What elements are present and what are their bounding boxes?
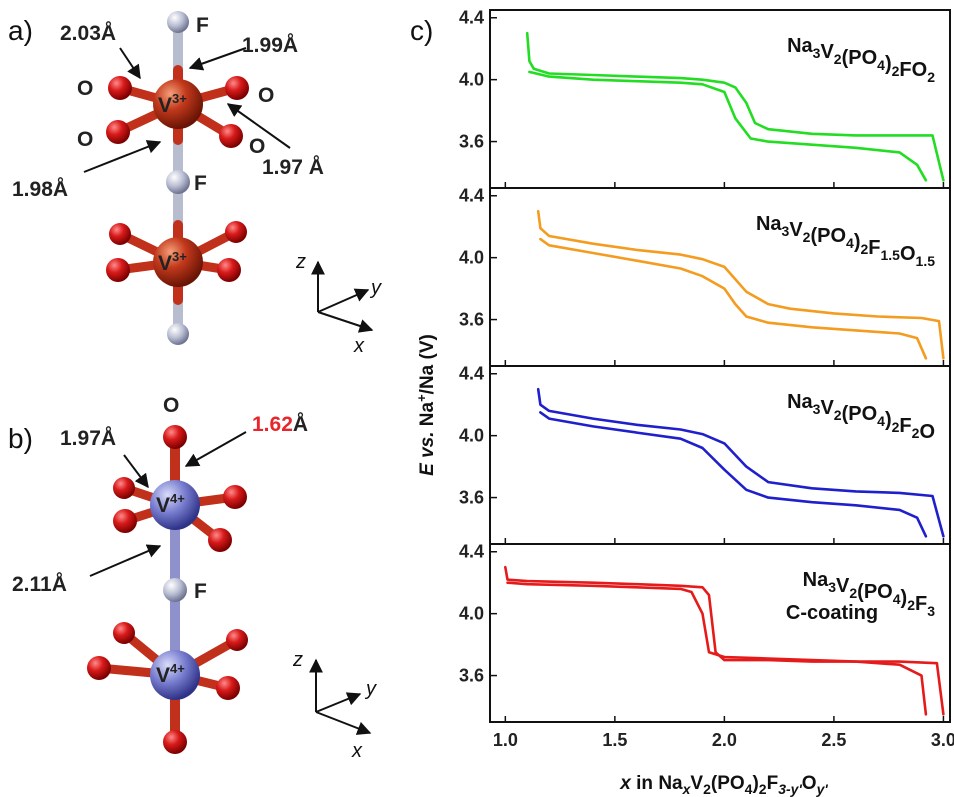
- panel-title: Na3V2(PO4)2FO2: [787, 35, 935, 85]
- y-tick-label: 4.0: [459, 426, 484, 446]
- oxygen-atom-top-b: [163, 425, 187, 449]
- coordinate-axes-b: [316, 660, 370, 733]
- oxygen-atom-b-5: [113, 622, 135, 644]
- panel-c: c) E vs. Na+/Na (V) x in NaxV2(PO4)2F3-y…: [410, 8, 954, 797]
- y-tick-label: 4.4: [459, 186, 484, 206]
- fluorine-atom-middle-b: [163, 578, 187, 602]
- y-tick-label: 4.0: [459, 604, 484, 624]
- y-tick-label: 4.0: [459, 248, 484, 268]
- atom-label-f-middle: F: [194, 172, 207, 195]
- x-tick-label: 2.5: [821, 730, 846, 750]
- coordinate-axes-a: [318, 262, 372, 330]
- oxygen-atom-b-8: [216, 676, 240, 700]
- atom-label-o-top-b: O: [163, 394, 179, 417]
- panel-c-label: c): [410, 15, 433, 46]
- x-tick-label: 1.0: [493, 730, 518, 750]
- series-line-2: [540, 412, 926, 536]
- fluorine-atom-bottom: [167, 323, 189, 345]
- axis-x-label-b: x: [351, 740, 363, 762]
- y-tick-label: 4.4: [459, 364, 484, 384]
- atom-label-f-top: F: [196, 14, 209, 37]
- bond-length-v-f-bottom: 1.98Å: [12, 177, 68, 201]
- bond-length-v-f-top: 1.99Å: [242, 33, 298, 57]
- y-tick-label: 4.4: [459, 542, 484, 562]
- panel-frame: [490, 544, 950, 722]
- oxygen-atom-lower-3: [225, 221, 247, 243]
- oxygen-atom-b-6: [87, 656, 111, 680]
- oxygen-atom-b-4: [208, 528, 232, 552]
- y-tick-label: 3.6: [459, 666, 484, 686]
- oxygen-atom-b-1: [113, 477, 135, 499]
- atom-label-o-left-down: O: [77, 128, 93, 151]
- chart-panel-4: 4.4 4.0 3.6 Na3V2(PO4)2F3 1.0 1.5 2.0 2.5 3.0: [459, 542, 954, 750]
- axis-y-label-a: y: [369, 277, 382, 299]
- y-tick-label: 4.4: [459, 8, 484, 28]
- oxygen-atom-right-down: [219, 124, 243, 148]
- atom-label-f-middle-b: F: [194, 580, 207, 603]
- oxygen-atom-b-7: [226, 629, 248, 651]
- y-tick-label: 3.6: [459, 132, 484, 152]
- chart-panel-3: 4.4 4.0 3.6 Na3V2(PO4)2F2O: [459, 364, 950, 544]
- series-line-1: [538, 211, 943, 358]
- y-axis-title: E vs. Na+/Na (V): [414, 334, 438, 476]
- series-line-2: [529, 72, 926, 180]
- y-tick-label: 4.0: [459, 70, 484, 90]
- oxygen-atom-b-3: [223, 485, 247, 509]
- fluorine-atom-top: [167, 11, 189, 33]
- panel-title: Na3V2(PO4)2F1.5O1.5: [756, 213, 935, 269]
- panel-frame: [490, 366, 950, 544]
- bond-length-v-o-right: 1.97 Å: [262, 155, 324, 179]
- chart-panel-1: 4.4 4.0 3.6 Na3V2(PO4)2FO2: [459, 8, 950, 188]
- series-line-1: [527, 33, 943, 180]
- bond-length-v-o-left: 2.03Å: [60, 21, 116, 45]
- bond-length-v-f-bottom-b: 2.11Å: [12, 572, 67, 596]
- panel-b-label: b): [8, 423, 33, 454]
- series-line-1: [538, 389, 943, 536]
- panel-frame: [490, 10, 950, 188]
- panel-a: a): [8, 11, 382, 357]
- panel-title: Na3V2(PO4)2F2O: [787, 391, 935, 443]
- chart-panel-2: 4.4 4.0 3.6 Na3V2(PO4)2F1.5O1.5: [459, 186, 950, 366]
- oxygen-atom-left-down: [106, 120, 130, 144]
- x-tick-label: 2.0: [712, 730, 737, 750]
- atom-label-o-right-up: O: [258, 84, 274, 107]
- panel-b: b) V4+ V4+ O: [8, 394, 377, 762]
- oxygen-atom-left-up: [108, 76, 132, 100]
- axis-z-label-a: z: [295, 251, 306, 273]
- oxygen-atom-bottom-b: [163, 730, 187, 754]
- axis-y-label-b: y: [364, 678, 377, 700]
- oxygen-atom-b-2: [113, 509, 137, 533]
- x-tick-label: 3.0: [931, 730, 954, 750]
- bond-length-v-o-left-b: 1.97Å: [60, 426, 116, 450]
- atom-label-o-right-down: O: [249, 135, 265, 158]
- fluorine-atom-middle: [166, 170, 190, 194]
- axis-z-label-b: z: [292, 649, 303, 671]
- bond-length-v-o-top-b: 1.62Å: [252, 412, 308, 436]
- panel-frame: [490, 188, 950, 366]
- y-tick-label: 3.6: [459, 310, 484, 330]
- oxygen-atom-lower-2: [106, 258, 130, 282]
- coating-note: C-coating: [786, 602, 878, 624]
- oxygen-atom-lower-4: [217, 258, 241, 282]
- panel-a-label: a): [8, 15, 33, 46]
- discharge-charge-curves: 4.4 4.0 3.6 Na3V2(PO4)2FO2 4.4 4.0 3.6 Na3V2(PO…: [459, 8, 954, 750]
- oxygen-atom-lower-1: [109, 223, 131, 245]
- x-axis-title: x in NaxV2(PO4)2F3-y'Oy': [619, 773, 828, 797]
- oxygen-atom-right-up: [225, 76, 249, 100]
- x-tick-label: 1.5: [602, 730, 627, 750]
- atom-label-o-left-up: O: [77, 77, 93, 100]
- y-tick-label: 3.6: [459, 488, 484, 508]
- axis-x-label-a: x: [353, 335, 365, 357]
